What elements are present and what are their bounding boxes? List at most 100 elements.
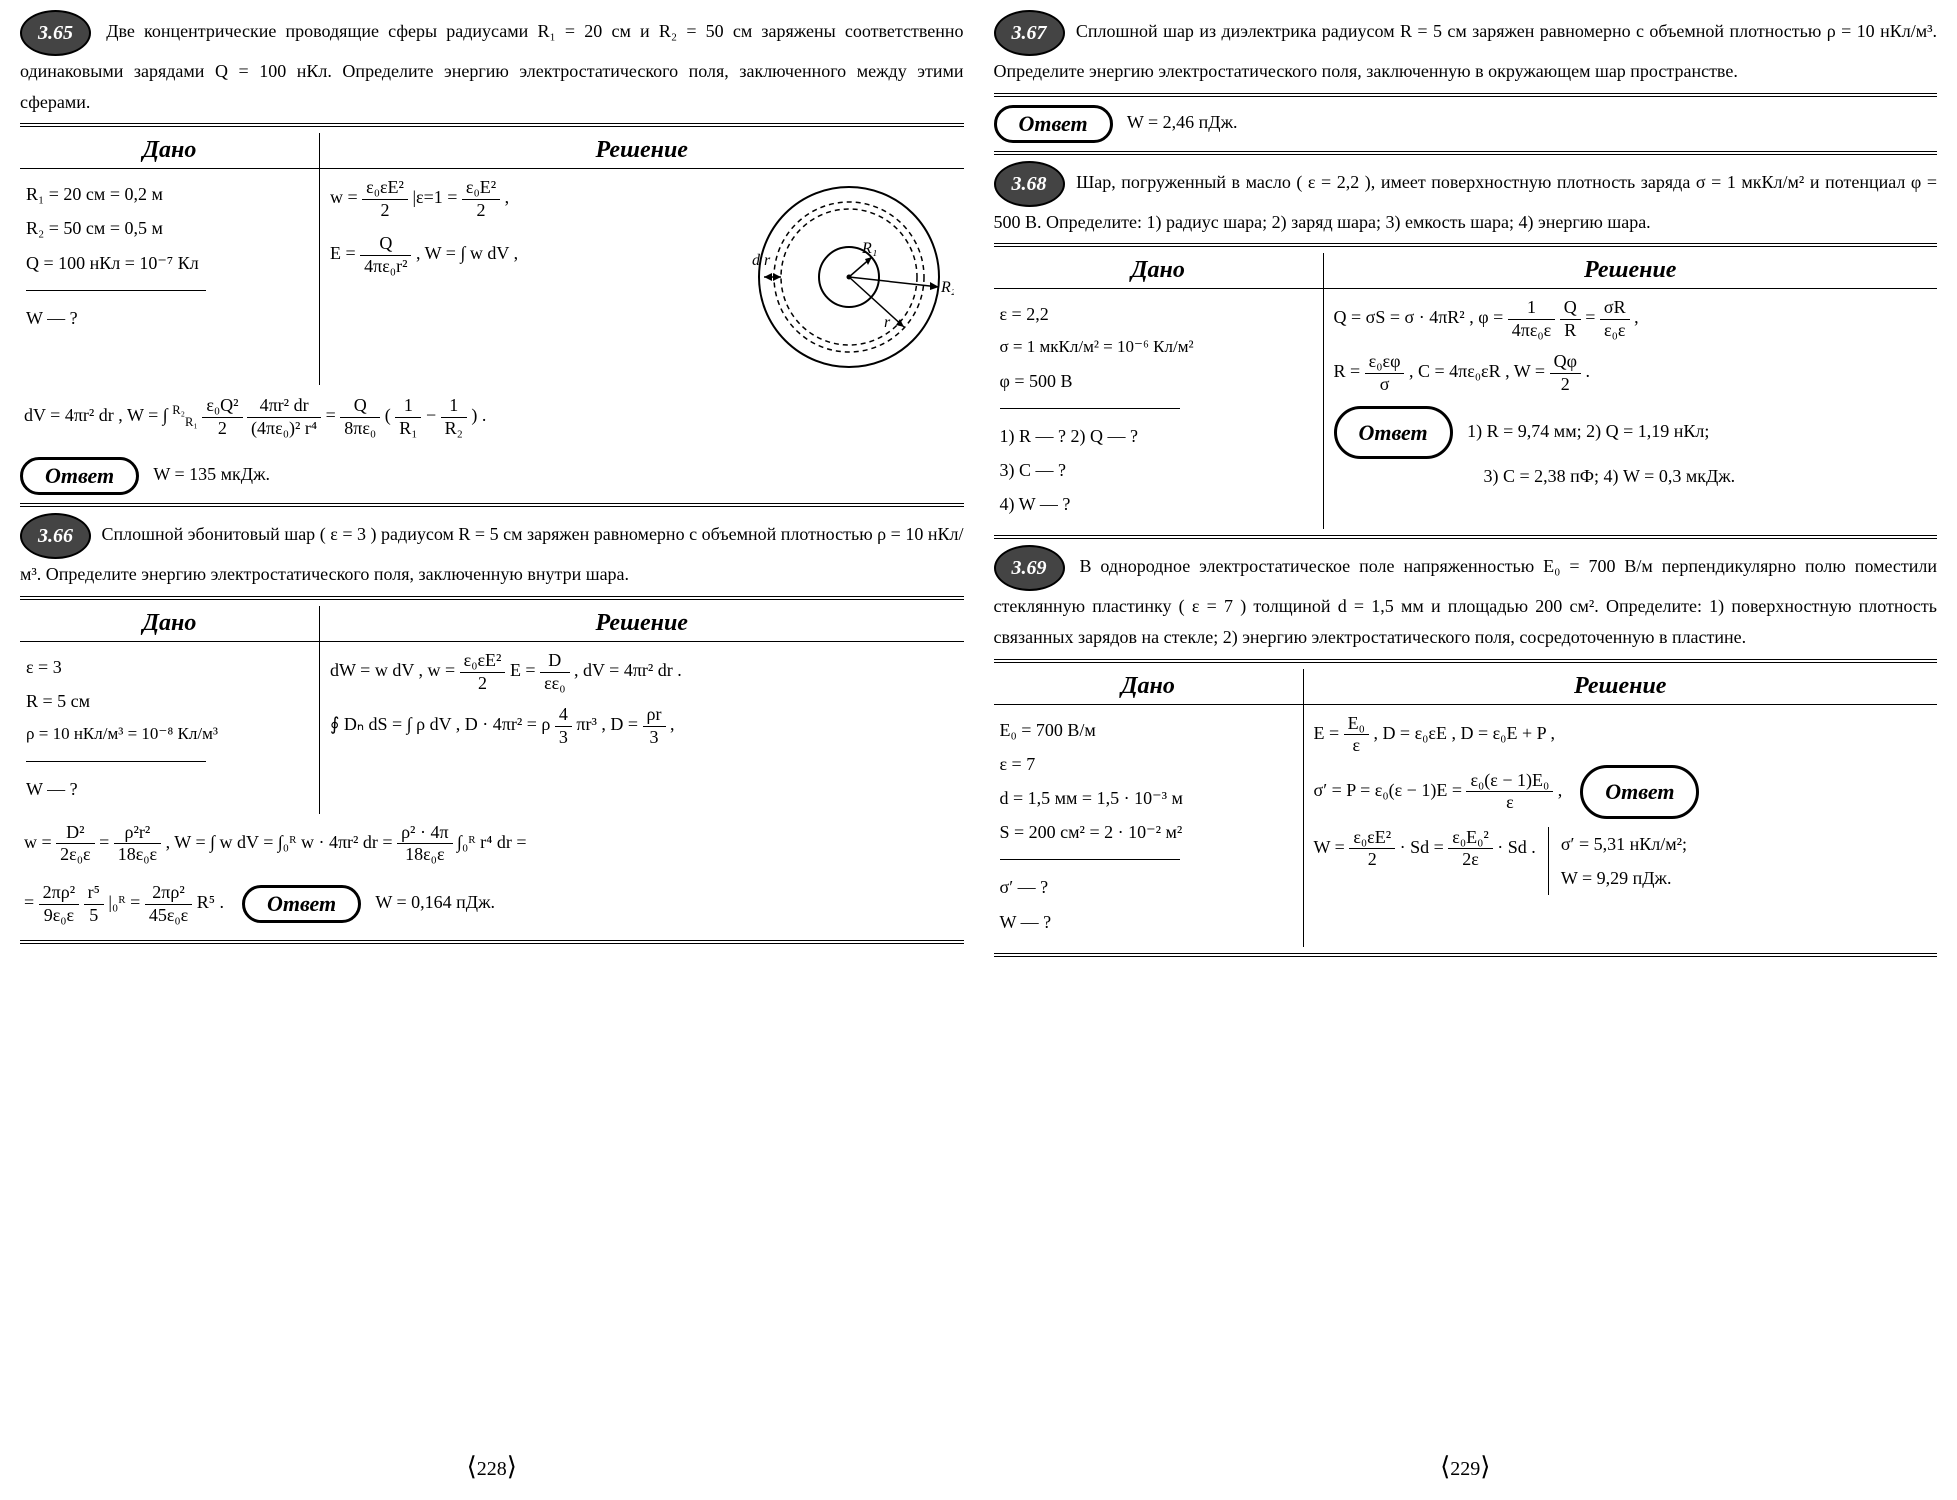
fraction: ε₀Q²2 [202, 395, 242, 439]
solution-header: Решение [1324, 253, 1938, 288]
fraction: ε₀εE²2 [460, 650, 506, 694]
answer-text: W = 135 мкДж. [153, 465, 270, 485]
fraction: ε₀E₀²2ε [1448, 827, 1493, 871]
answer-text: W = 9,29 пДж. [1561, 861, 1687, 895]
fraction: 4πr² dr(4πε₀)² r⁴ [247, 395, 321, 439]
answer-text: σ′ = 5,31 нКл/м²; [1561, 827, 1687, 861]
eq-line: ∮ Dₙ dS = ∫ ρ dV , D · 4πr² = ρ 43 πr³ ,… [330, 704, 954, 748]
answer-row: Ответ W = 2,46 пДж. [994, 105, 1938, 143]
given-header: Дано [994, 669, 1304, 704]
problem-3-67-statement: 3.67 Сплошной шар из диэлектрика радиусо… [994, 10, 1938, 87]
problem-3-66: 3.66 Сплошной эбонитовый шар ( ε = 3 ) р… [20, 513, 964, 944]
answer-box: σ′ = 5,31 нКл/м²; W = 9,29 пДж. [1548, 827, 1687, 895]
fraction: Q8πε₀ [340, 395, 380, 439]
given-line: φ = 500 В [1000, 364, 1317, 398]
table-header: Дано Решение [20, 133, 964, 169]
problem-number-badge: 3.65 [20, 10, 91, 56]
given-line: E₀ = 700 В/м [1000, 713, 1297, 747]
page-229: 3.67 Сплошной шар из диэлектрика радиусо… [994, 10, 1938, 1490]
solution-block: Q = σS = σ · 4πR² , φ = 14πε₀ε QR = σRε₀… [1324, 289, 1938, 529]
eq-line: = 2πρ²9ε₀ε r⁵5 |₀ᴿ = 2πρ²45ε₀ε R⁵ . Отве… [20, 874, 964, 934]
fraction: 43 [555, 704, 572, 748]
divider [994, 243, 1938, 247]
fraction: 1R₁ [395, 395, 421, 439]
given-block: ε = 3 R = 5 см ρ = 10 нКл/м³ = 10⁻⁸ Кл/м… [20, 642, 320, 814]
given-block: ε = 2,2 σ = 1 мкКл/м² = 10⁻⁶ Кл/м² φ = 5… [994, 289, 1324, 529]
answer-badge: Ответ [1334, 406, 1453, 460]
divider [994, 151, 1938, 155]
fraction: 2πρ²9ε₀ε [39, 882, 79, 926]
given-header: Дано [994, 253, 1324, 288]
divider [20, 503, 964, 507]
fraction: ε₀εφσ [1365, 351, 1405, 395]
answer-text: 1) R = 9,74 мм; 2) Q = 1,19 нКл; [1467, 421, 1709, 441]
answer-badge: Ответ [994, 105, 1113, 143]
given-line: R = 5 см [26, 684, 313, 718]
problem-text: Сплошной шар из диэлектрика радиусом R =… [994, 21, 1938, 81]
fraction: ρr3 [643, 704, 666, 748]
fraction: σRε₀ε [1600, 297, 1630, 341]
divider [20, 940, 964, 944]
given-header: Дано [20, 133, 320, 168]
solution-block: dW = w dV , w = ε₀εE²2 E = Dεε₀ , dV = 4… [320, 642, 964, 814]
fraction: 14πε₀ε [1508, 297, 1555, 341]
r-label: r [884, 314, 891, 331]
divider [994, 953, 1938, 957]
fraction: D²2ε₀ε [56, 822, 94, 866]
page-228: 3.65 Две концентрические проводящие сфер… [20, 10, 964, 1490]
problem-3-65-statement: 3.65 Две концентрические проводящие сфер… [20, 10, 964, 117]
given-line: d = 1,5 мм = 1,5 · 10⁻³ м [1000, 781, 1297, 815]
fraction: Qφ2 [1550, 351, 1581, 395]
rule-icon [1000, 408, 1180, 409]
answer-text: W = 2,46 пДж. [1127, 112, 1238, 132]
r1-label: R₁ [861, 240, 877, 257]
find-line: W — ? [26, 301, 313, 335]
given-block: E₀ = 700 В/м ε = 7 d = 1,5 мм = 1,5 · 10… [994, 705, 1304, 947]
fraction: ρ²r²18ε₀ε [114, 822, 161, 866]
table-header: Дано Решение [994, 669, 1938, 705]
concentric-spheres-diagram: R₁ r R₂ d r [734, 177, 954, 377]
problem-text: В однородное электростатическое поле нап… [994, 557, 1938, 647]
answer-text: W = 0,164 пДж. [375, 892, 495, 912]
answer-badge: Ответ [242, 885, 361, 923]
r2-label: R₂ [940, 279, 954, 296]
eq-line: dW = w dV , w = ε₀εE²2 E = Dεε₀ , dV = 4… [330, 650, 954, 694]
eq-line: dV = 4πr² dr , W = ∫ R₂R₁ ε₀Q²2 4πr² dr(… [20, 385, 964, 449]
problem-3-69-statement: 3.69 В однородное электростатическое пол… [994, 545, 1938, 652]
find-line: W — ? [26, 772, 313, 806]
fraction: QR [1560, 297, 1581, 341]
divider [20, 123, 964, 127]
fraction: r⁵5 [84, 882, 104, 926]
page-number: 229 [1440, 1452, 1490, 1482]
divider [994, 93, 1938, 97]
given-line: ε = 2,2 [1000, 297, 1317, 331]
table-body: ε = 3 R = 5 см ρ = 10 нКл/м³ = 10⁻⁸ Кл/м… [20, 642, 964, 814]
problem-number-badge: 3.66 [20, 513, 91, 559]
given-line: σ = 1 мкКл/м² = 10⁻⁶ Кл/м² [1000, 331, 1317, 363]
answer-row: Ответ W = 135 мкДж. [20, 457, 964, 495]
fraction: Q4πε₀r² [360, 233, 411, 277]
rule-icon [1000, 859, 1180, 860]
eq-line: w = D²2ε₀ε = ρ²r²18ε₀ε , W = ∫ w dV = ∫₀… [20, 814, 964, 874]
solution-header: Решение [320, 606, 964, 641]
find-line: 3) C — ? [1000, 453, 1317, 487]
given-header: Дано [20, 606, 320, 641]
eq-line: Q = σS = σ · 4πR² , φ = 14πε₀ε QR = σRε₀… [1334, 297, 1928, 341]
problem-3-68: 3.68 Шар, погруженный в масло ( ε = 2,2 … [994, 161, 1938, 540]
problem-text: Сплошной эбонитовый шар ( ε = 3 ) радиус… [20, 525, 964, 585]
table-body: E₀ = 700 В/м ε = 7 d = 1,5 мм = 1,5 · 10… [994, 705, 1938, 947]
fraction: E₀ε [1344, 713, 1369, 757]
table-body: ε = 2,2 σ = 1 мкКл/м² = 10⁻⁶ Кл/м² φ = 5… [994, 289, 1938, 529]
solution-header: Решение [1304, 669, 1938, 704]
fraction: ε₀E²2 [462, 177, 500, 221]
problem-number-badge: 3.69 [994, 545, 1065, 591]
solution-header: Решение [320, 133, 964, 168]
given-line: R₂ = 50 см = 0,5 м [26, 211, 313, 245]
eq-line: R = ε₀εφσ , C = 4πε₀εR , W = Qφ2 . [1334, 351, 1928, 395]
rule-icon [26, 290, 206, 291]
problem-3-69: 3.69 В однородное электростатическое пол… [994, 545, 1938, 956]
table-body: R₁ = 20 см = 0,2 м R₂ = 50 см = 0,5 м Q … [20, 169, 964, 385]
fraction: ε₀(ε − 1)E₀ε [1466, 770, 1553, 814]
fraction: ε₀εE²2 [362, 177, 408, 221]
problem-3-65: 3.65 Две концентрические проводящие сфер… [20, 10, 964, 507]
